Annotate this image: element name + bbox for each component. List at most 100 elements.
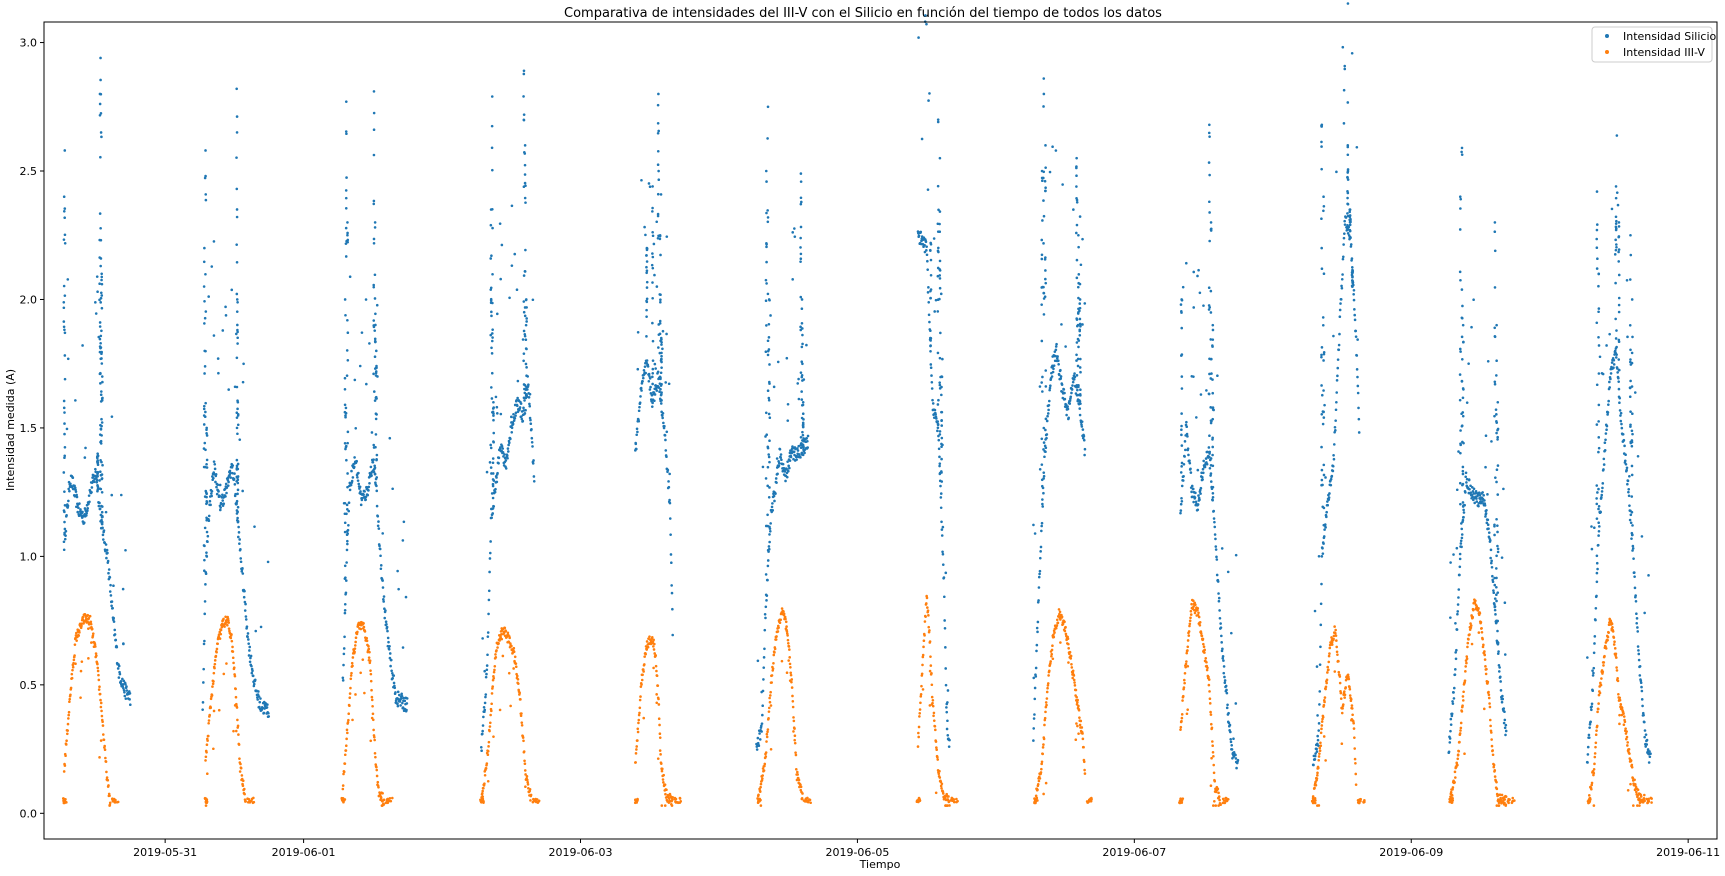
silicio-point xyxy=(765,260,768,264)
iii-v-point xyxy=(1066,637,1070,641)
silicio-point xyxy=(1470,485,1474,489)
iii-v-point xyxy=(1083,768,1086,772)
silicio-point xyxy=(1180,298,1183,301)
silicio-point xyxy=(1317,729,1321,732)
silicio-point xyxy=(1648,755,1652,759)
iii-v-point xyxy=(1315,777,1319,780)
silicio-point xyxy=(1324,526,1327,529)
silicio-point xyxy=(1042,491,1045,495)
silicio-point xyxy=(94,467,97,471)
silicio-point xyxy=(1184,448,1187,452)
silicio-point xyxy=(1628,395,1632,399)
iii-v-point xyxy=(502,631,506,635)
iii-v-point xyxy=(775,635,778,638)
iii-v-point xyxy=(102,738,106,742)
silicio-point xyxy=(1489,548,1493,552)
iii-v-point xyxy=(1078,723,1082,727)
iii-v-point xyxy=(928,704,932,707)
silicio-point xyxy=(94,301,97,304)
iii-v-point xyxy=(231,656,235,660)
iii-v-point xyxy=(204,759,207,762)
silicio-point xyxy=(62,406,66,410)
silicio-point xyxy=(936,274,940,278)
silicio-point xyxy=(370,474,373,477)
silicio-point xyxy=(1597,284,1600,288)
iii-v-point xyxy=(345,728,349,732)
iii-v-point xyxy=(372,728,375,732)
iii-v-point xyxy=(1212,804,1215,807)
iii-v-point xyxy=(945,804,949,807)
silicio-point xyxy=(1042,471,1046,474)
iii-v-point xyxy=(1077,708,1081,712)
iii-v-point xyxy=(389,799,393,803)
silicio-point xyxy=(1471,495,1474,498)
silicio-point xyxy=(1209,480,1213,483)
iii-v-point xyxy=(489,713,492,717)
silicio-point xyxy=(1083,447,1087,451)
silicio-point xyxy=(1329,477,1333,481)
silicio-point xyxy=(1209,289,1213,293)
silicio-point xyxy=(1597,450,1600,454)
silicio-point xyxy=(1350,266,1354,269)
silicio-point xyxy=(100,282,104,286)
silicio-point xyxy=(62,540,66,544)
silicio-point xyxy=(936,429,939,433)
iii-v-point xyxy=(918,711,922,715)
silicio-point xyxy=(1041,179,1044,182)
iii-v-point xyxy=(234,695,238,699)
silicio-point xyxy=(1043,455,1046,459)
silicio-point xyxy=(499,277,502,281)
silicio-point xyxy=(1629,233,1632,237)
silicio-point xyxy=(235,464,239,468)
silicio-point xyxy=(1326,503,1330,507)
silicio-point xyxy=(208,499,212,503)
iii-v-point xyxy=(1354,772,1358,776)
iii-v-point xyxy=(785,625,788,628)
silicio-point xyxy=(1329,483,1333,487)
silicio-point xyxy=(1209,338,1213,341)
silicio-point xyxy=(1225,688,1228,692)
silicio-point xyxy=(489,223,493,227)
iii-v-point xyxy=(347,712,351,715)
silicio-point xyxy=(524,201,527,204)
iii-v-point xyxy=(211,685,214,688)
silicio-point xyxy=(100,329,103,333)
silicio-point xyxy=(1182,462,1186,466)
iii-v-point xyxy=(1330,641,1334,644)
silicio-point xyxy=(1033,697,1037,701)
silicio-point xyxy=(766,353,770,357)
silicio-point xyxy=(1321,552,1325,555)
silicio-point xyxy=(1209,221,1213,224)
silicio-point xyxy=(221,504,225,507)
silicio-point xyxy=(523,333,527,336)
silicio-point xyxy=(1075,223,1079,227)
silicio-point xyxy=(1322,523,1326,527)
silicio-point xyxy=(373,337,377,341)
silicio-point xyxy=(373,355,377,358)
iii-v-point xyxy=(660,769,664,773)
silicio-point xyxy=(1472,487,1476,491)
silicio-point xyxy=(344,196,348,200)
silicio-point xyxy=(1615,191,1619,194)
iii-v-point xyxy=(108,804,111,807)
iii-v-point xyxy=(233,674,237,678)
silicio-point xyxy=(376,524,380,528)
silicio-point xyxy=(1328,492,1331,495)
iii-v-point xyxy=(101,724,105,727)
silicio-point xyxy=(801,430,804,434)
silicio-point xyxy=(1336,358,1340,361)
iii-v-point xyxy=(1044,710,1047,714)
iii-v-point xyxy=(933,724,937,728)
silicio-point xyxy=(524,385,528,389)
silicio-point xyxy=(1348,214,1352,217)
silicio-point xyxy=(1461,465,1465,469)
iii-v-point xyxy=(519,698,522,701)
silicio-point xyxy=(485,672,488,676)
silicio-point xyxy=(374,445,377,449)
silicio-point xyxy=(1078,302,1082,305)
iii-v-point xyxy=(640,683,643,686)
silicio-point xyxy=(491,496,495,500)
iii-v-point xyxy=(1337,670,1341,674)
silicio-point xyxy=(799,246,802,249)
iii-v-point xyxy=(534,798,537,801)
